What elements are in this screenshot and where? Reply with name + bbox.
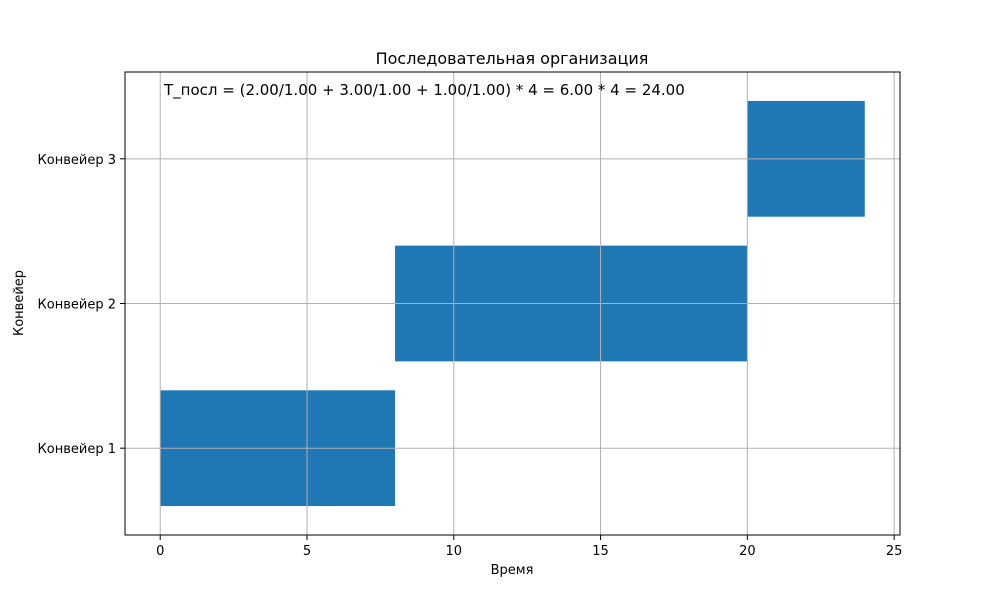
x-ticks: 0 5 10 15 20 25 (156, 535, 902, 559)
x-tick-label: 15 (592, 544, 609, 559)
y-axis-label: Конвейер (12, 270, 27, 336)
y-tick-label: Конвейер 2 (38, 298, 116, 313)
x-axis-label: Время (491, 563, 534, 578)
y-tick-label: Конвейер 1 (38, 442, 116, 457)
x-tick-label: 20 (739, 544, 756, 559)
y-ticks: Конвейер 1 Конвейер 2 Конвейер 3 (38, 153, 125, 457)
y-tick-label: Конвейер 3 (38, 153, 116, 168)
x-tick-label: 25 (886, 544, 903, 559)
x-tick-label: 5 (303, 544, 311, 559)
x-tick-label: 10 (446, 544, 463, 559)
chart-title: Последовательная организация (376, 49, 649, 68)
formula-annotation: T_посл = (2.00/1.00 + 3.00/1.00 + 1.00/1… (163, 81, 685, 100)
x-tick-label: 0 (156, 544, 164, 559)
grid (125, 72, 900, 535)
